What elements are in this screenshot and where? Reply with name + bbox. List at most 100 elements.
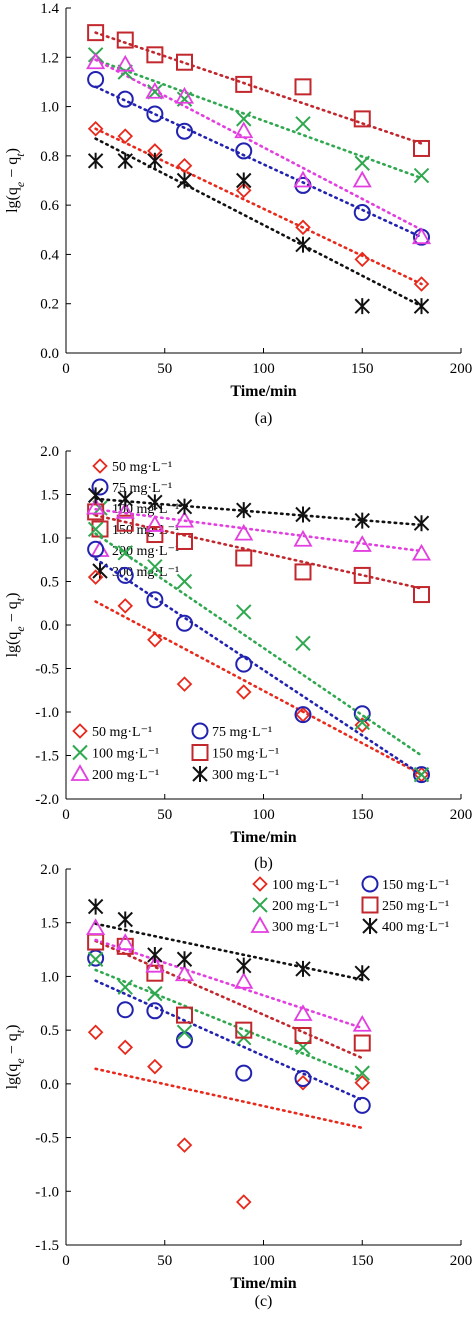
data-point	[354, 512, 370, 529]
legend-label: 200 mg·L⁻¹	[272, 899, 339, 914]
data-point	[146, 105, 164, 123]
legend-marker	[361, 875, 379, 893]
data-point	[176, 614, 193, 632]
fit-line-series-2	[94, 557, 423, 776]
data-point	[176, 676, 193, 692]
data-point	[87, 1024, 104, 1041]
y-tick-label: 0.5	[40, 575, 59, 591]
x-tick-label: 200	[450, 807, 473, 823]
data-point	[86, 497, 106, 515]
series-4	[87, 24, 430, 157]
data-point	[117, 152, 133, 169]
x-axis-label: Time/min	[230, 829, 296, 846]
data-point	[176, 53, 193, 71]
data-point	[87, 521, 104, 538]
data-point	[87, 949, 105, 967]
x-tick-label: 0	[62, 1253, 70, 1269]
series-1	[87, 1024, 371, 1210]
data-point	[174, 964, 195, 982]
legend-item: 75 mg·L⁻¹	[191, 722, 272, 740]
data-point	[115, 933, 135, 951]
series-2	[87, 949, 371, 1114]
data-point	[235, 1021, 253, 1039]
data-point	[413, 139, 430, 157]
data-point	[87, 24, 105, 42]
data-point	[146, 964, 164, 982]
y-tick-label: 1.5	[40, 916, 59, 932]
legend-label: 300 mg·L⁻¹	[212, 768, 279, 783]
fit-line-series-2	[94, 979, 364, 1102]
x-tick-label: 0	[62, 807, 70, 823]
x-tick-label: 50	[157, 361, 172, 377]
y-tick-label: -0.5	[35, 662, 59, 678]
data-point	[146, 526, 164, 544]
y-axis-label-part: − q	[4, 157, 21, 182]
y-axis-label-part: t	[13, 597, 27, 601]
data-point	[294, 78, 312, 96]
data-point	[413, 766, 430, 784]
fit-line-series-6	[94, 922, 364, 981]
fit-line-series-3	[94, 532, 423, 757]
x-tick-label: 200	[450, 1253, 473, 1269]
data-point	[354, 714, 370, 731]
data-point	[411, 543, 432, 561]
legend-marker	[70, 764, 90, 781]
legend-marker	[91, 478, 109, 496]
legend-label: 100 mg·L⁻¹	[112, 502, 179, 517]
data-point	[295, 219, 311, 236]
legend-item: 200 mg·L⁻¹	[70, 764, 159, 783]
data-point	[236, 957, 252, 974]
legend-item: 300 mg·L⁻¹	[250, 916, 339, 935]
legend-label: 75 mg·L⁻¹	[112, 481, 172, 496]
data-point	[354, 717, 371, 733]
data-point	[174, 510, 195, 528]
data-point	[147, 152, 163, 169]
data-point	[87, 120, 104, 137]
data-point	[235, 182, 252, 199]
fit-line-series-5	[94, 58, 423, 232]
y-tick-label: 1.5	[40, 488, 59, 504]
legend-marker	[252, 876, 268, 892]
legend-marker	[191, 744, 209, 761]
data-point	[87, 951, 104, 967]
data-point	[115, 54, 135, 72]
y-axis-label-part: )	[4, 593, 21, 598]
legend-label: 50 mg·L⁻¹	[112, 460, 172, 475]
data-point	[235, 142, 253, 160]
y-axis-label-part: e	[13, 1058, 27, 1064]
data-point	[146, 591, 164, 609]
legend-marker	[72, 723, 88, 739]
legend-item: 100 mg·L⁻¹	[72, 744, 159, 762]
data-point	[176, 1031, 193, 1049]
y-axis-label-part: − q	[4, 1033, 21, 1058]
legend-label: 75 mg·L⁻¹	[212, 725, 272, 740]
data-point	[174, 86, 195, 104]
y-tick-label: 1.0	[40, 531, 59, 547]
data-point	[116, 90, 134, 108]
y-tick-label: 1.0	[40, 100, 59, 116]
x-tick-label: 0	[62, 361, 70, 377]
data-point	[235, 549, 253, 567]
data-point	[353, 110, 371, 128]
data-point	[145, 515, 165, 532]
data-point	[353, 204, 371, 222]
data-point	[235, 655, 253, 673]
fit-line-series-3	[94, 58, 423, 180]
data-point	[295, 236, 311, 253]
data-point	[176, 1024, 193, 1040]
data-point	[176, 1006, 193, 1024]
y-tick-label: 0.0	[40, 1077, 59, 1093]
data-point	[293, 170, 313, 188]
series-3	[87, 521, 430, 783]
x-tick-label: 150	[351, 1253, 374, 1269]
data-point	[147, 1058, 163, 1075]
series-2	[87, 70, 430, 246]
data-point	[354, 1065, 370, 1081]
x-tick-label: 200	[450, 361, 473, 377]
data-point	[295, 1075, 311, 1091]
data-point	[176, 498, 193, 515]
legend-item: 300 mg·L⁻¹	[192, 766, 279, 783]
series-5	[86, 918, 372, 1032]
data-point	[145, 81, 165, 99]
